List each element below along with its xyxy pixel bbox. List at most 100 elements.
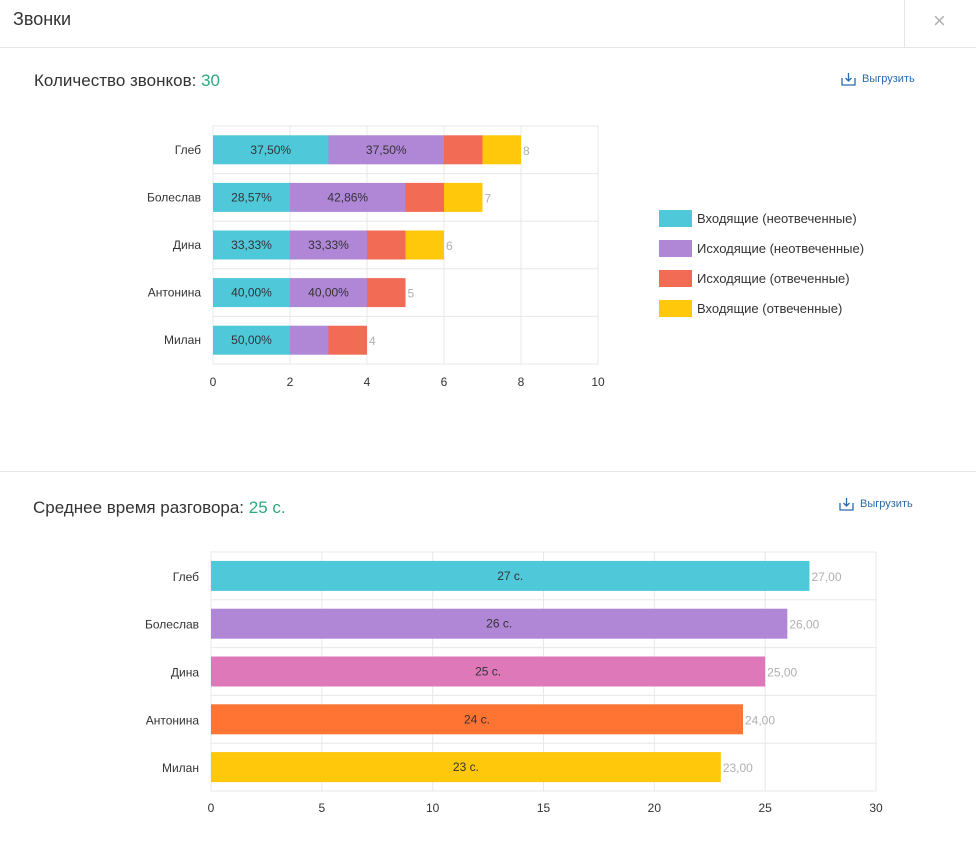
calls-count-value: 30 bbox=[201, 71, 220, 90]
close-icon[interactable]: × bbox=[933, 8, 946, 33]
legend-swatch bbox=[659, 269, 692, 287]
y-category-label: Милан bbox=[164, 333, 201, 347]
x-tick-label: 0 bbox=[208, 801, 215, 815]
y-category-label: Болеслав bbox=[147, 190, 201, 204]
avg-duration-title: Среднее время разговора: 25 с. bbox=[33, 498, 286, 518]
y-category-label: Глеб bbox=[175, 143, 201, 157]
bar-total-label: 8 bbox=[523, 144, 530, 158]
legend-label: Исходящие (неотвеченные) bbox=[697, 240, 865, 256]
x-tick-label: 2 bbox=[287, 375, 294, 389]
bar-segment bbox=[213, 278, 290, 308]
y-category-label: Глеб bbox=[173, 570, 199, 584]
bar-label: 23 с. bbox=[453, 760, 479, 774]
y-category-label: Антонина bbox=[146, 713, 200, 727]
bar-label: 24 с. bbox=[464, 712, 490, 726]
bar-segment bbox=[328, 135, 444, 165]
bar-segment bbox=[444, 135, 483, 165]
bar-segment bbox=[213, 230, 290, 260]
y-category-label: Антонина bbox=[148, 286, 202, 300]
export-label: Выгрузить bbox=[860, 498, 913, 510]
bar bbox=[211, 560, 810, 591]
x-tick-label: 0 bbox=[210, 375, 217, 389]
bar-segment bbox=[405, 230, 444, 260]
bar bbox=[211, 656, 766, 687]
bar-segment bbox=[290, 325, 329, 355]
bar-segment-label: 40,00% bbox=[308, 286, 349, 300]
bar-segment bbox=[213, 135, 329, 165]
legend-swatch bbox=[659, 209, 692, 227]
bar-segment bbox=[290, 230, 367, 260]
calls-count-chart: 0 2 4 6 8 10 Глеб 37,50% 37,50% 8 Болеслав 28,57% 42… bbox=[147, 125, 605, 389]
bar-end-label: 25,00 bbox=[767, 666, 797, 680]
avg-duration-chart: 0 5 10 15 20 25 30 Глеб 27 с. 27,00 Болеслав 26 с. 2… bbox=[145, 551, 883, 815]
legend-label: Входящие (неотвеченные) bbox=[697, 210, 857, 226]
calls-count-section: Количество звонков: 30 Выгрузить 0 2 4 6 8 10… bbox=[0, 49, 976, 472]
bar-segment-label: 37,50% bbox=[250, 143, 291, 157]
bar-segment bbox=[213, 182, 290, 212]
x-tick-label: 5 bbox=[318, 801, 325, 815]
avg-duration-section: Среднее время разговора: 25 с. Выгрузить… bbox=[0, 472, 976, 852]
bar-segment-label: 37,50% bbox=[366, 143, 407, 157]
window-title: Звонки bbox=[13, 9, 72, 29]
bar-segment bbox=[367, 230, 406, 260]
x-tick-label: 15 bbox=[537, 801, 551, 815]
bar-total-label: 7 bbox=[485, 191, 492, 205]
x-tick-label: 6 bbox=[441, 375, 448, 389]
x-tick-label: 10 bbox=[426, 801, 440, 815]
legend-item[interactable]: Входящие (отвеченные) bbox=[659, 293, 864, 323]
window-header: Звонки × bbox=[0, 0, 976, 48]
bar-end-label: 27,00 bbox=[812, 570, 842, 584]
calls-count-label: Количество звонков: bbox=[34, 71, 202, 90]
bar-end-label: 24,00 bbox=[745, 713, 775, 727]
bar-label: 25 с. bbox=[475, 665, 501, 679]
bar-segment-label: 33,33% bbox=[231, 238, 272, 252]
bar-label: 27 с. bbox=[497, 569, 523, 583]
bar-segment bbox=[367, 278, 406, 308]
bar-segment-label: 28,57% bbox=[231, 190, 272, 204]
bar-label: 26 с. bbox=[486, 617, 512, 631]
legend-label: Исходящие (отвеченные) bbox=[697, 270, 850, 286]
bar-segment bbox=[444, 182, 483, 212]
bar bbox=[211, 704, 743, 735]
bar-segment bbox=[290, 278, 367, 308]
avg-duration-label: Среднее время разговора: bbox=[33, 498, 249, 517]
x-tick-label: 25 bbox=[758, 801, 772, 815]
bar-segment-label: 33,33% bbox=[308, 238, 349, 252]
download-icon bbox=[839, 498, 854, 511]
bar-segment bbox=[405, 182, 444, 212]
bar-segment-label: 40,00% bbox=[231, 286, 272, 300]
y-category-label: Дина bbox=[171, 666, 199, 680]
chart-legend: Входящие (неотвеченные) Исходящие (неотве… bbox=[659, 203, 864, 323]
x-tick-label: 30 bbox=[869, 801, 883, 815]
export-button[interactable]: Выгрузить bbox=[839, 497, 913, 511]
legend-item[interactable]: Исходящие (отвеченные) bbox=[659, 263, 864, 293]
bar-segment bbox=[328, 325, 367, 355]
legend-item[interactable]: Исходящие (неотвеченные) bbox=[659, 233, 864, 263]
download-icon bbox=[841, 73, 856, 86]
x-tick-label: 10 bbox=[591, 375, 605, 389]
bar-segment bbox=[290, 182, 406, 212]
y-category-label: Милан bbox=[162, 761, 199, 775]
bar bbox=[211, 608, 788, 639]
bar-total-label: 4 bbox=[369, 334, 376, 348]
bar-end-label: 26,00 bbox=[789, 618, 819, 632]
avg-duration-value: 25 с. bbox=[248, 498, 286, 517]
x-tick-label: 4 bbox=[364, 375, 371, 389]
export-label: Выгрузить bbox=[862, 73, 915, 85]
legend-swatch bbox=[659, 299, 692, 317]
y-category-label: Дина bbox=[173, 238, 201, 252]
legend-item[interactable]: Входящие (неотвеченные) bbox=[659, 203, 864, 233]
calls-count-title: Количество звонков: 30 bbox=[34, 71, 220, 91]
bar-segment-label: 42,86% bbox=[327, 190, 368, 204]
bar-segment bbox=[213, 325, 290, 355]
bar bbox=[211, 752, 721, 783]
export-button[interactable]: Выгрузить bbox=[841, 72, 915, 86]
legend-swatch bbox=[659, 239, 692, 257]
close-button[interactable]: × bbox=[904, 0, 976, 48]
bar-segment bbox=[482, 135, 521, 165]
bar-segment-label: 50,00% bbox=[231, 333, 272, 347]
bar-total-label: 6 bbox=[446, 239, 453, 253]
bar-end-label: 23,00 bbox=[723, 761, 753, 775]
x-tick-label: 20 bbox=[648, 801, 662, 815]
y-category-label: Болеслав bbox=[145, 618, 199, 632]
